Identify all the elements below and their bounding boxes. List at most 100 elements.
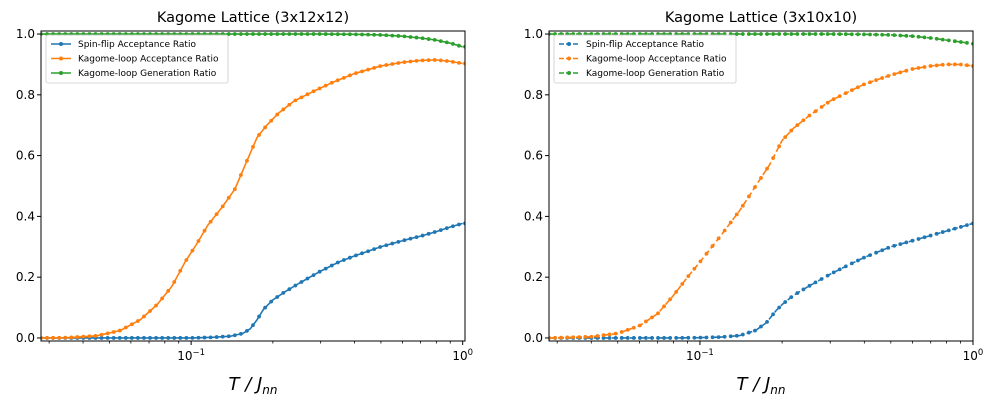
series-point: [898, 70, 903, 75]
series-point: [63, 335, 68, 340]
axes-frame: [40, 30, 466, 342]
series-point: [202, 228, 207, 233]
series-point: [275, 295, 280, 299]
series-point: [849, 88, 854, 93]
series-point: [946, 38, 951, 43]
series-point: [263, 305, 268, 310]
x-tick-label: 10−1: [686, 348, 714, 363]
series-point: [281, 107, 286, 112]
series-point: [916, 237, 921, 241]
series-point: [674, 336, 679, 340]
series-point: [311, 273, 316, 278]
series-point: [142, 336, 146, 340]
series-point: [789, 128, 794, 133]
series-point: [801, 32, 806, 36]
series-point: [196, 239, 201, 243]
y-tick-label: 1.0: [524, 27, 543, 41]
x-tick-label: 100: [963, 348, 984, 363]
series-point: [637, 323, 642, 328]
series-point: [662, 304, 666, 309]
series-point: [390, 62, 395, 66]
series-point: [722, 334, 727, 339]
series-point: [287, 102, 292, 107]
series-point: [698, 335, 703, 340]
series-point: [129, 336, 134, 340]
series-point: [662, 336, 666, 340]
series-point: [619, 336, 624, 340]
series-point: [154, 336, 158, 340]
series-point: [366, 249, 370, 254]
series-point: [257, 314, 261, 319]
series-point: [928, 36, 933, 40]
series-point: [601, 336, 606, 340]
series-point: [571, 335, 576, 340]
series-point: [390, 33, 395, 38]
series-point: [934, 231, 939, 236]
series-point: [880, 32, 885, 37]
series-point: [613, 331, 618, 336]
series-point: [323, 83, 328, 88]
series-point: [354, 32, 358, 37]
series-point: [704, 335, 709, 340]
series-point: [317, 269, 322, 274]
series-point: [81, 334, 86, 339]
series-point: [928, 233, 933, 238]
series-point: [734, 333, 739, 338]
series-point: [692, 335, 697, 340]
series-point: [263, 125, 268, 130]
series-point: [553, 335, 557, 340]
series-point: [208, 219, 213, 224]
axes-frame: [548, 30, 974, 342]
series-point: [825, 100, 830, 105]
series-point: [238, 32, 243, 36]
series-point: [360, 251, 364, 256]
series-point: [190, 336, 195, 340]
series-point: [892, 243, 897, 248]
series-point: [740, 32, 745, 36]
series-point: [789, 295, 794, 300]
series-point: [613, 336, 618, 340]
series-point: [837, 32, 842, 37]
series-point: [746, 32, 751, 36]
legend-marker: [59, 42, 63, 46]
series-point: [402, 34, 407, 39]
series-point: [226, 32, 231, 36]
series-point: [335, 78, 340, 83]
series-point: [771, 312, 776, 317]
series-point: [753, 32, 757, 36]
series-point: [414, 58, 419, 63]
series-point: [819, 277, 824, 281]
series-point: [759, 32, 763, 36]
series-point: [807, 283, 812, 288]
series-point: [69, 335, 74, 340]
series-point: [232, 333, 237, 338]
series-point: [99, 332, 104, 337]
series-point: [329, 263, 334, 268]
series-point: [450, 42, 455, 46]
series-point: [946, 228, 951, 233]
series-point: [952, 39, 957, 44]
y-tick-label: 0.6: [524, 149, 543, 163]
series-point: [958, 40, 963, 44]
series-point: [275, 32, 280, 36]
series-point: [341, 258, 346, 262]
series-point: [783, 32, 788, 36]
legend-entry: Kagome-loop Generation Ratio: [78, 69, 217, 79]
series-point: [759, 176, 763, 180]
series-point: [45, 335, 49, 340]
series-point: [728, 334, 733, 339]
series-point: [305, 32, 310, 36]
series-point: [166, 289, 171, 293]
series-point: [880, 248, 885, 253]
series-point: [402, 238, 407, 243]
series-point: [408, 59, 413, 64]
series-point: [148, 309, 152, 313]
series-point: [607, 332, 612, 337]
series-point: [952, 62, 957, 67]
series-point: [341, 32, 346, 37]
series-point: [299, 280, 304, 284]
series-point: [87, 334, 92, 339]
x-tick-label: 100: [452, 348, 473, 363]
series-point: [843, 264, 848, 269]
series-point: [348, 32, 352, 37]
